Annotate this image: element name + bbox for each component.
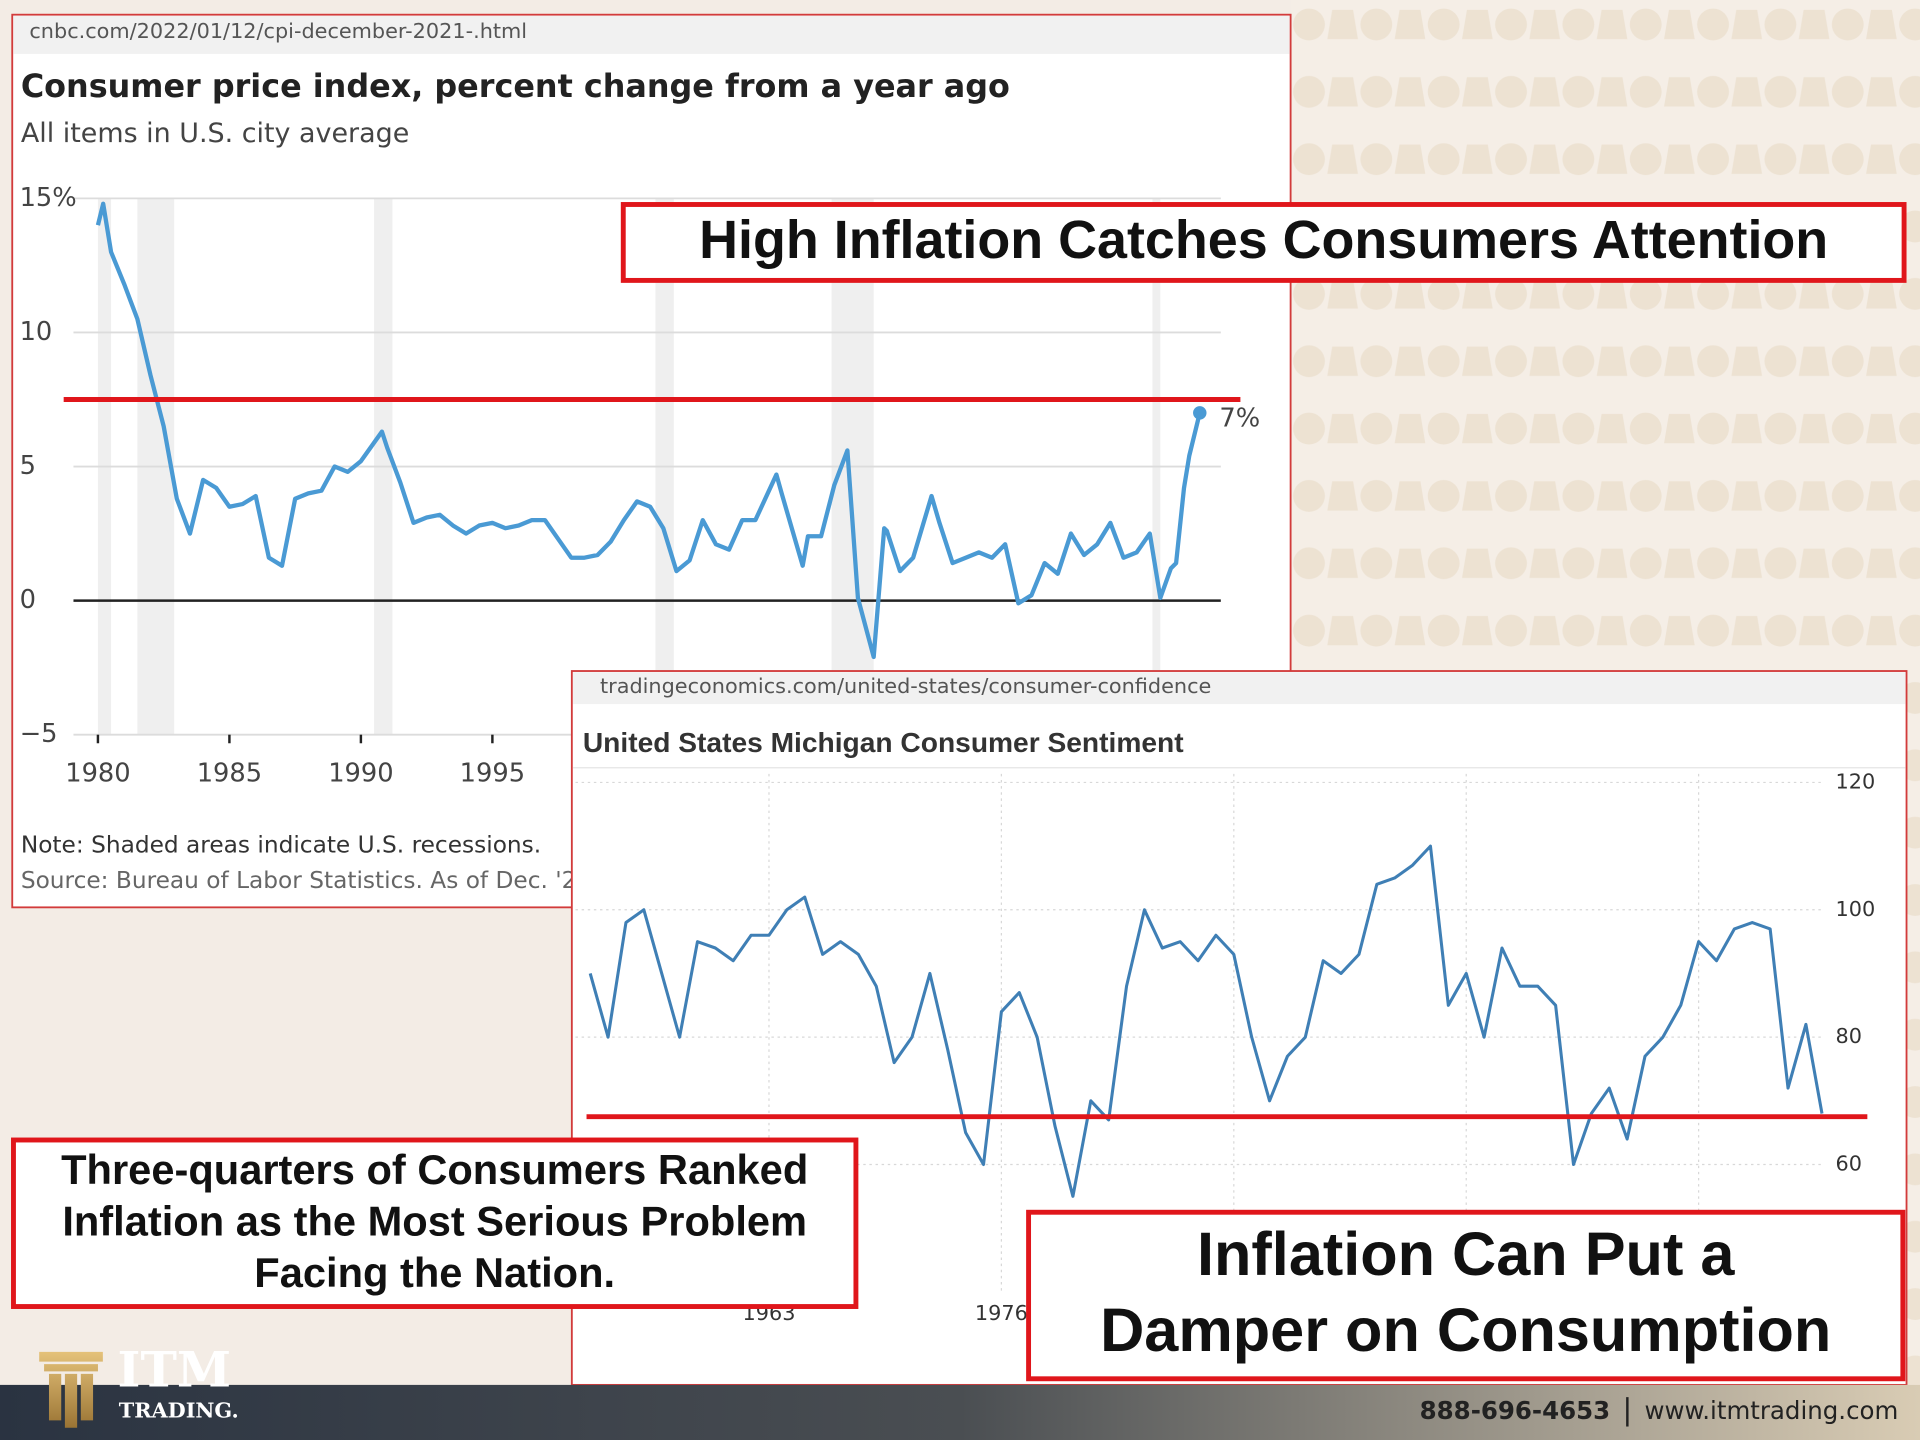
y-tick-label: −5: [20, 719, 58, 749]
callout-text: Inflation as the Most Serious Problem: [62, 1197, 807, 1244]
x-tick-label: 1995: [460, 758, 525, 788]
end-label: 7%: [1219, 404, 1260, 434]
data-line: [588, 844, 1824, 1198]
chart-title: Consumer price index, percent change fro…: [21, 67, 1010, 105]
chart-subtitle: All items in U.S. city average: [21, 118, 409, 149]
phone: 888-696-4653: [1420, 1396, 1611, 1425]
callout-box: [1026, 1209, 1906, 1382]
url: cnbc.com/2022/01/12/cpi-december-2021-.h…: [29, 19, 527, 43]
callout-text: High Inflation Catches Consumers Attenti…: [699, 210, 1828, 270]
url: tradingeconomics.com/united-states/consu…: [600, 674, 1211, 698]
url-bar: [573, 672, 1906, 705]
y-tick-label: 100: [1836, 897, 1876, 921]
callout-text: Facing the Nation.: [254, 1249, 615, 1296]
x-tick-label: 1990: [328, 758, 393, 788]
logo-subtext: TRADING.: [119, 1397, 239, 1422]
y-tick-label: 80: [1836, 1024, 1862, 1048]
logo-icon: [39, 1351, 103, 1428]
callout-box: [11, 1137, 859, 1309]
logo-text: ITM: [118, 1340, 232, 1398]
y-tick-label: 15%: [20, 183, 77, 213]
url-bar: [13, 15, 1290, 54]
note: Note: Shaded areas indicate U.S. recessi…: [21, 832, 541, 859]
x-tick-label: 1985: [197, 758, 262, 788]
end-point: [1193, 406, 1207, 420]
x-tick-label: 1980: [65, 758, 130, 788]
x-tick-label: 1976: [975, 1301, 1028, 1325]
source: Source: Bureau of Labor Statistics. As o…: [21, 867, 599, 894]
y-tick-label: 120: [1836, 769, 1876, 793]
website: www.itmtrading.com: [1644, 1396, 1898, 1425]
callout-text: Three-quarters of Consumers Ranked: [61, 1146, 808, 1193]
y-tick-label: 60: [1836, 1151, 1862, 1175]
chart-title: United States Michigan Consumer Sentimen…: [583, 727, 1184, 758]
data-line: [95, 201, 1202, 660]
callout-box: [620, 202, 1907, 283]
footer-bar: [0, 1384, 1920, 1440]
y-tick-label: 0: [20, 585, 36, 615]
y-tick-label: 5: [20, 451, 36, 481]
callout-text: Damper on Consumption: [1100, 1296, 1831, 1364]
callout-text: Inflation Can Put a: [1197, 1220, 1735, 1288]
y-tick-label: 10: [20, 317, 53, 347]
